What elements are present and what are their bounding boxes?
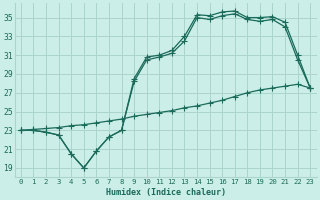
- X-axis label: Humidex (Indice chaleur): Humidex (Indice chaleur): [106, 188, 226, 197]
